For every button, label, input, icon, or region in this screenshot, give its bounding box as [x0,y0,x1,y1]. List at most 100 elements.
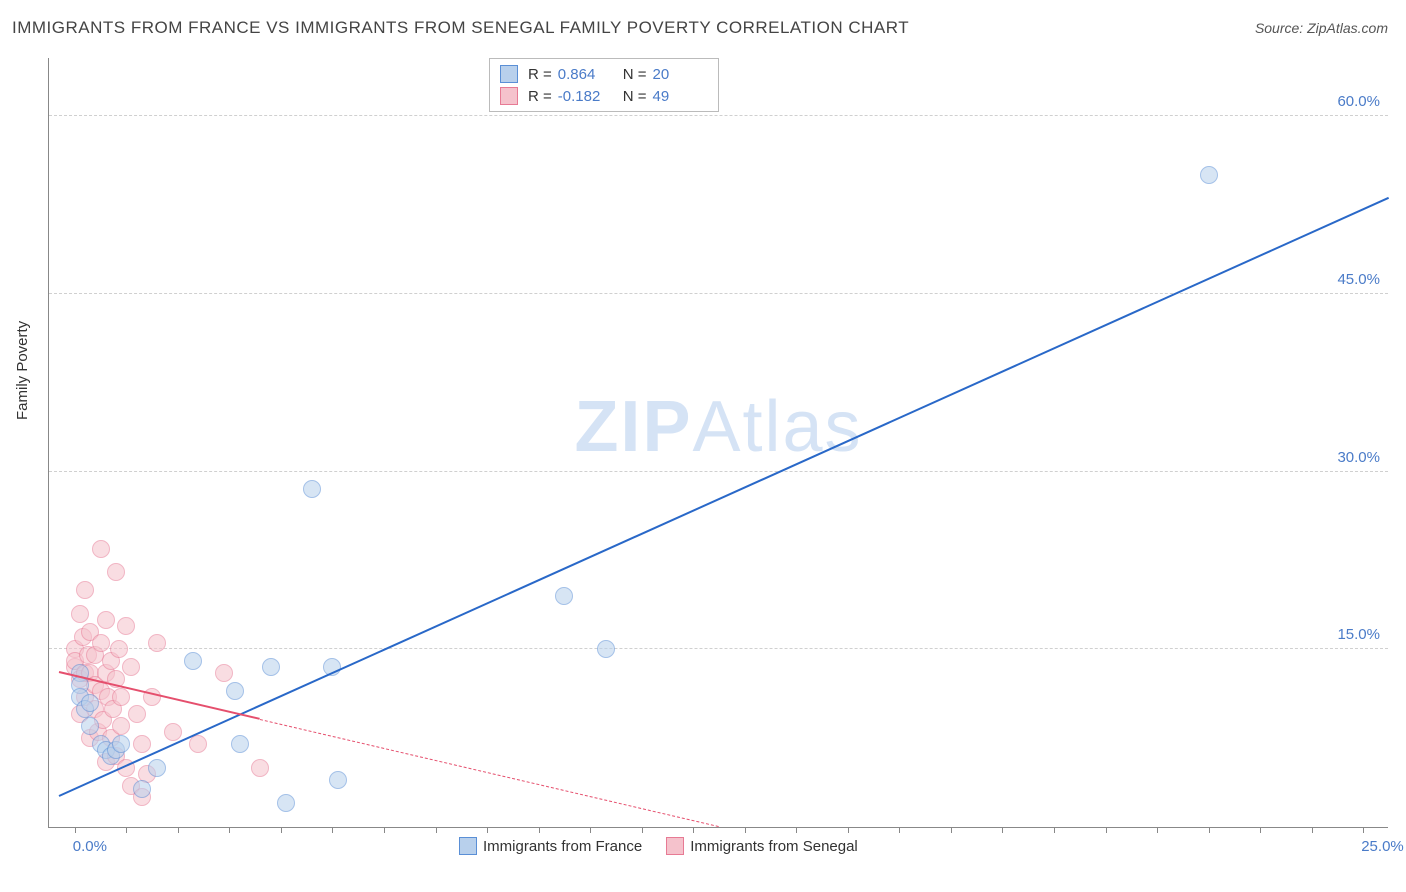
legend-label-france: Immigrants from France [483,838,642,855]
x-tick [796,827,797,833]
y-tick-label: 30.0% [1337,449,1380,466]
watermark-bold: ZIP [574,387,692,467]
senegal-swatch-icon [500,87,518,105]
senegal-point [251,759,269,777]
france-trend-line [59,197,1390,797]
france-point [226,682,244,700]
france-point [1200,166,1218,184]
senegal-point [122,658,140,676]
y-axis-label: Family Poverty [14,321,31,420]
senegal-point [97,611,115,629]
senegal-n-value: 49 [653,88,708,105]
france-point [112,735,130,753]
x-tick [75,827,76,833]
senegal-point [92,634,110,652]
n-label: N = [623,88,647,105]
senegal-point [76,581,94,599]
france-point [81,694,99,712]
france-point [184,652,202,670]
senegal-point [215,664,233,682]
legend-label-senegal: Immigrants from Senegal [690,838,858,855]
france-point [329,771,347,789]
source-label: Source: [1255,20,1307,36]
chart-container: IMMIGRANTS FROM FRANCE VS IMMIGRANTS FRO… [0,0,1406,892]
senegal-point [117,617,135,635]
r-label: R = [528,88,552,105]
senegal-point [148,634,166,652]
france-point [262,658,280,676]
watermark-rest: Atlas [692,387,862,467]
x-tick [178,827,179,833]
france-point [148,759,166,777]
x-tick [848,827,849,833]
watermark: ZIPAtlas [574,386,862,468]
x-tick [126,827,127,833]
gridline [49,471,1388,472]
senegal-point [110,640,128,658]
senegal-point [71,605,89,623]
france-point [597,640,615,658]
x-tick [951,827,952,833]
x-tick [436,827,437,833]
x-tick-label: 25.0% [1361,838,1404,855]
x-tick [693,827,694,833]
x-tick [539,827,540,833]
bottom-legend: Immigrants from France Immigrants from S… [459,837,858,855]
x-tick-label: 0.0% [73,838,107,855]
x-tick [899,827,900,833]
senegal-trend-line-dashed [260,719,719,827]
senegal-point [112,717,130,735]
france-point [81,717,99,735]
gridline [49,648,1388,649]
france-r-value: 0.864 [558,66,613,83]
senegal-point [128,705,146,723]
france-swatch-icon [500,65,518,83]
source-attribution: Source: ZipAtlas.com [1255,20,1388,36]
r-label: R = [528,66,552,83]
x-tick [590,827,591,833]
senegal-point [164,723,182,741]
plot-area: ZIPAtlas R = 0.864 N = 20 R = -0.182 N =… [48,58,1388,828]
y-tick-label: 15.0% [1337,626,1380,643]
stats-box: R = 0.864 N = 20 R = -0.182 N = 49 [489,58,719,112]
france-swatch-icon [459,837,477,855]
x-tick [1209,827,1210,833]
x-tick [1002,827,1003,833]
stats-row-france: R = 0.864 N = 20 [500,63,708,85]
x-tick [487,827,488,833]
chart-title: IMMIGRANTS FROM FRANCE VS IMMIGRANTS FRO… [12,18,909,38]
france-point [231,735,249,753]
stats-row-senegal: R = -0.182 N = 49 [500,85,708,107]
x-tick [642,827,643,833]
senegal-point [112,688,130,706]
senegal-r-value: -0.182 [558,88,613,105]
france-point [303,480,321,498]
senegal-swatch-icon [666,837,684,855]
x-tick [384,827,385,833]
source-name: ZipAtlas.com [1307,20,1388,36]
senegal-point [189,735,207,753]
gridline [49,115,1388,116]
legend-item-france: Immigrants from France [459,837,642,855]
gridline [49,293,1388,294]
legend-item-senegal: Immigrants from Senegal [666,837,858,855]
x-tick [1054,827,1055,833]
senegal-point [107,563,125,581]
senegal-point [92,540,110,558]
y-tick-label: 45.0% [1337,271,1380,288]
france-n-value: 20 [653,66,708,83]
x-tick [229,827,230,833]
france-point [555,587,573,605]
x-tick [745,827,746,833]
x-tick [1157,827,1158,833]
x-tick [1363,827,1364,833]
senegal-point [133,735,151,753]
x-tick [281,827,282,833]
x-tick [332,827,333,833]
france-point [133,780,151,798]
x-tick [1260,827,1261,833]
y-tick-label: 60.0% [1337,93,1380,110]
x-tick [1312,827,1313,833]
france-point [277,794,295,812]
x-tick [1106,827,1107,833]
